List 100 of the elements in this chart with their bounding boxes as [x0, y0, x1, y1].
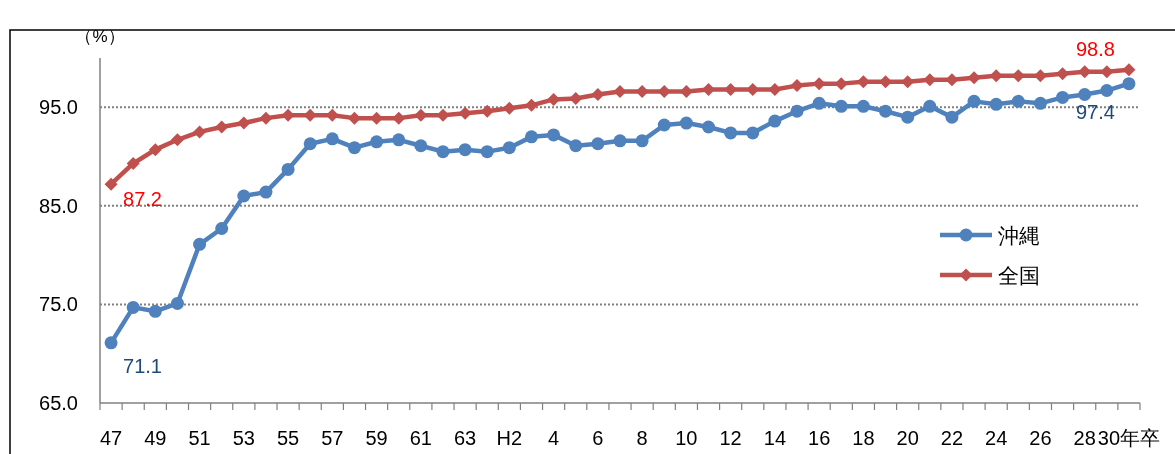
point — [524, 130, 538, 144]
x-tick-label: 26 — [1029, 427, 1052, 449]
x-tick-label: 18 — [852, 427, 875, 449]
point — [812, 96, 826, 110]
point — [458, 106, 472, 120]
x-tick-label: 10 — [675, 427, 698, 449]
point — [1011, 94, 1025, 108]
point — [547, 128, 561, 142]
point — [325, 132, 339, 146]
x-tick-label: 12 — [719, 427, 742, 449]
point — [591, 137, 605, 151]
y-tick-label: 85.0 — [39, 194, 78, 217]
point — [591, 87, 605, 101]
point — [812, 77, 826, 91]
point — [967, 94, 981, 108]
point — [1033, 96, 1047, 110]
point — [945, 73, 959, 87]
y-tick-label: 75.0 — [39, 293, 78, 316]
x-tick-label: 55 — [276, 427, 300, 449]
point — [259, 185, 273, 199]
point — [1100, 84, 1114, 98]
point — [989, 69, 1003, 83]
point — [724, 83, 738, 97]
point — [679, 116, 693, 130]
point — [1078, 87, 1092, 101]
x-tick-label: 20 — [896, 427, 919, 449]
point — [436, 108, 450, 122]
point — [502, 101, 516, 115]
point — [923, 73, 937, 87]
point — [414, 108, 428, 122]
point — [1122, 63, 1136, 77]
point — [679, 85, 693, 99]
point — [502, 141, 516, 155]
point — [746, 83, 760, 97]
x-tick-label: 47 — [99, 427, 123, 449]
point — [303, 137, 317, 151]
x-tick-label: 6 — [592, 427, 604, 449]
point — [414, 139, 428, 153]
point — [702, 120, 716, 134]
x-tick-label: H2 — [496, 427, 523, 449]
x-tick-label: 49 — [144, 427, 167, 449]
point — [879, 104, 893, 118]
point — [148, 304, 162, 318]
data-label: 87.2 — [123, 188, 162, 211]
data-label: 98.8 — [1076, 37, 1115, 60]
point — [480, 104, 494, 118]
point — [237, 189, 251, 203]
legend-label: 全国 — [998, 264, 1040, 287]
point — [392, 133, 406, 147]
point — [193, 125, 207, 139]
point — [724, 126, 738, 140]
x-tick-label: 51 — [188, 427, 211, 449]
x-tick-label: 57 — [321, 427, 344, 449]
point — [613, 85, 627, 99]
x-tick-label: 22 — [940, 427, 964, 449]
point — [1078, 65, 1092, 79]
point — [635, 134, 649, 148]
point — [370, 135, 384, 149]
point — [347, 111, 361, 125]
point — [856, 75, 870, 89]
x-tick-label: 63 — [453, 427, 477, 449]
point — [834, 99, 848, 113]
x-tick-label: 16 — [808, 427, 831, 449]
point — [170, 133, 184, 147]
point — [104, 177, 118, 191]
point — [215, 222, 229, 236]
point — [303, 108, 317, 122]
x-tick-label: 4 — [548, 427, 560, 449]
y-axis-title: （%） — [75, 27, 125, 46]
point — [768, 83, 782, 97]
point — [370, 111, 384, 125]
point — [635, 85, 649, 99]
point — [746, 126, 760, 140]
point — [657, 118, 671, 132]
point — [790, 79, 804, 93]
point — [148, 143, 162, 157]
point — [126, 300, 140, 314]
y-tick-label: 65.0 — [39, 392, 78, 414]
point — [237, 116, 251, 130]
point — [790, 104, 804, 118]
point — [347, 141, 361, 155]
point — [569, 91, 583, 105]
point — [1122, 77, 1136, 91]
x-tick-label: 59 — [365, 427, 388, 449]
point — [170, 296, 184, 310]
point — [392, 111, 406, 125]
point — [901, 75, 915, 89]
point — [1056, 90, 1070, 104]
legend-label: 沖縄 — [998, 224, 1040, 247]
point — [768, 114, 782, 128]
point — [215, 120, 229, 134]
x-tick-label: 30年卒 — [1097, 427, 1161, 449]
point — [524, 98, 538, 112]
point — [702, 83, 716, 97]
point — [967, 71, 981, 85]
point — [259, 111, 273, 125]
point — [104, 336, 118, 350]
point — [436, 145, 450, 159]
point — [1011, 69, 1025, 83]
y-tick-label: 95.0 — [39, 96, 78, 119]
